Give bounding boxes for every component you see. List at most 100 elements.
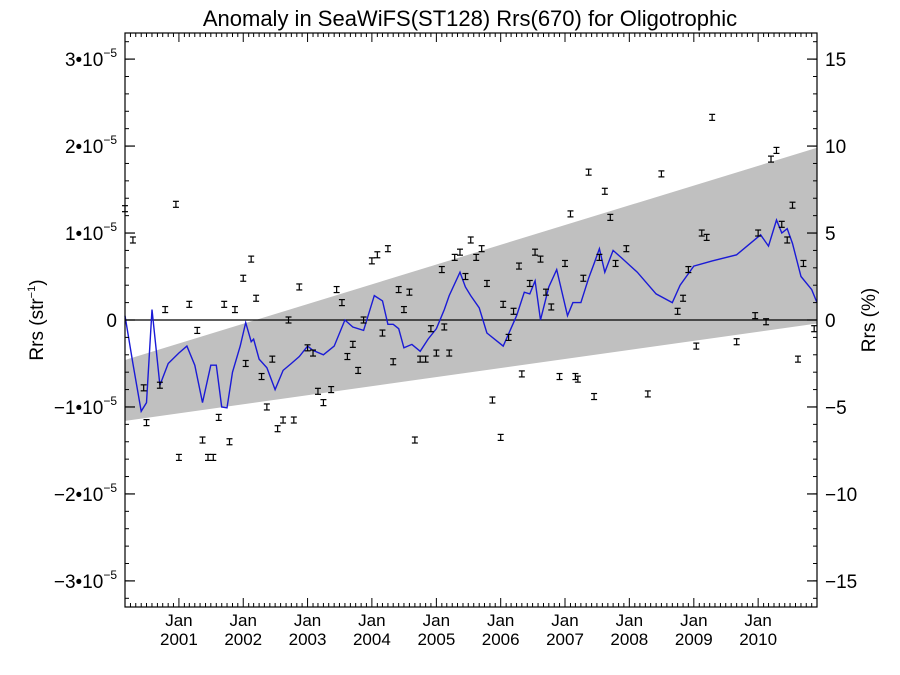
data-point: [483, 279, 490, 288]
data-point: [221, 300, 228, 308]
data-point: [451, 253, 458, 261]
y-tick-label-left: 2•10−5: [65, 133, 117, 158]
data-point: [680, 294, 687, 302]
data-point: [231, 305, 238, 314]
data-point: [500, 300, 507, 308]
x-tick-label-month: Jan: [551, 611, 578, 630]
data-point: [537, 255, 544, 263]
x-tick-label-year: 2002: [224, 630, 262, 649]
data-point: [612, 259, 619, 268]
data-point: [644, 390, 651, 398]
data-point: [489, 396, 496, 404]
y-tick-label-left: −3•10−5: [54, 568, 117, 593]
data-point: [248, 255, 255, 263]
data-point: [623, 245, 630, 253]
x-tick-label-year: 2003: [289, 630, 327, 649]
data-point: [320, 399, 327, 407]
y-tick-label-left: −1•10−5: [54, 394, 117, 419]
y-tick-label-left: 1•10−5: [65, 220, 117, 245]
data-point: [240, 274, 247, 282]
data-point: [186, 300, 193, 308]
data-point: [709, 113, 716, 121]
y-tick-label-left: −2•10−5: [54, 481, 117, 506]
data-point: [328, 385, 335, 394]
data-point: [274, 425, 281, 433]
data-point: [532, 248, 539, 256]
data-point: [140, 384, 147, 392]
data-point: [194, 326, 201, 335]
data-point: [752, 312, 759, 320]
y-tick-label-right: 0: [825, 311, 836, 332]
data-point: [497, 433, 504, 442]
data-point: [390, 358, 397, 366]
data-point: [433, 349, 440, 357]
data-point: [596, 253, 603, 261]
data-point: [585, 168, 592, 176]
x-tick-label-year: 2010: [739, 630, 777, 649]
data-point: [556, 372, 563, 381]
data-point: [441, 323, 448, 331]
data-point: [156, 381, 163, 389]
data-point: [143, 419, 150, 427]
data-point: [411, 436, 418, 444]
data-point: [314, 387, 321, 395]
data-point: [591, 392, 598, 401]
data-point: [175, 453, 182, 462]
data-point: [542, 288, 549, 296]
data-point: [285, 316, 292, 324]
y-tick-label-right: 5: [825, 224, 836, 245]
data-point: [204, 453, 211, 462]
x-tick-label-year: 2008: [610, 630, 648, 649]
data-point: [422, 355, 429, 363]
data-point: [518, 370, 525, 378]
data-point: [253, 294, 260, 302]
data-point: [456, 248, 463, 256]
data-point: [567, 210, 574, 218]
data-point: [733, 338, 740, 346]
x-tick-label-month: Jan: [744, 611, 771, 630]
data-point: [304, 344, 311, 352]
x-tick-label-year: 2001: [160, 630, 198, 649]
running-mean-line: [124, 217, 818, 414]
data-point: [674, 307, 681, 315]
data-point: [210, 453, 217, 462]
x-tick-label-month: Jan: [487, 611, 514, 630]
x-tick-label-year: 2009: [675, 630, 713, 649]
y-tick-label-right: −15: [825, 572, 857, 593]
data-point: [290, 416, 297, 424]
data-point: [800, 259, 807, 268]
y-tick-label-left: 0: [106, 311, 117, 332]
data-point: [784, 236, 791, 244]
data-point: [685, 265, 692, 274]
data-point: [395, 285, 402, 294]
data-point: [310, 349, 317, 357]
y-tick-label-right: −10: [825, 485, 857, 506]
data-point: [263, 403, 270, 411]
y-tick-label-right: 10: [825, 137, 846, 158]
data-point: [344, 352, 351, 361]
x-tick-label-month: Jan: [294, 611, 321, 630]
data-point: [172, 200, 179, 208]
x-tick-label-year: 2004: [353, 630, 391, 649]
data-points: [122, 113, 818, 462]
data-point: [355, 366, 362, 375]
data-point: [607, 213, 614, 221]
x-tick-label-year: 2005: [417, 630, 455, 649]
y-axis-label-right: Rrs (%): [859, 288, 880, 352]
data-point: [258, 372, 265, 381]
data-point: [658, 170, 665, 178]
data-point: [526, 279, 533, 288]
data-point: [438, 265, 445, 274]
data-point: [562, 259, 569, 268]
data-point: [794, 355, 801, 363]
data-point: [473, 253, 480, 261]
data-point: [338, 299, 345, 307]
x-tick-label-month: Jan: [230, 611, 257, 630]
chart-title: Anomaly in SeaWiFS(ST128) Rrs(670) for O…: [203, 6, 737, 31]
data-point: [516, 262, 523, 270]
y-tick-label-right: −5: [825, 398, 847, 419]
y-axis-label-left: Rrs (str−1): [26, 279, 48, 360]
x-tick-label-month: Jan: [165, 611, 192, 630]
data-point: [417, 355, 424, 363]
